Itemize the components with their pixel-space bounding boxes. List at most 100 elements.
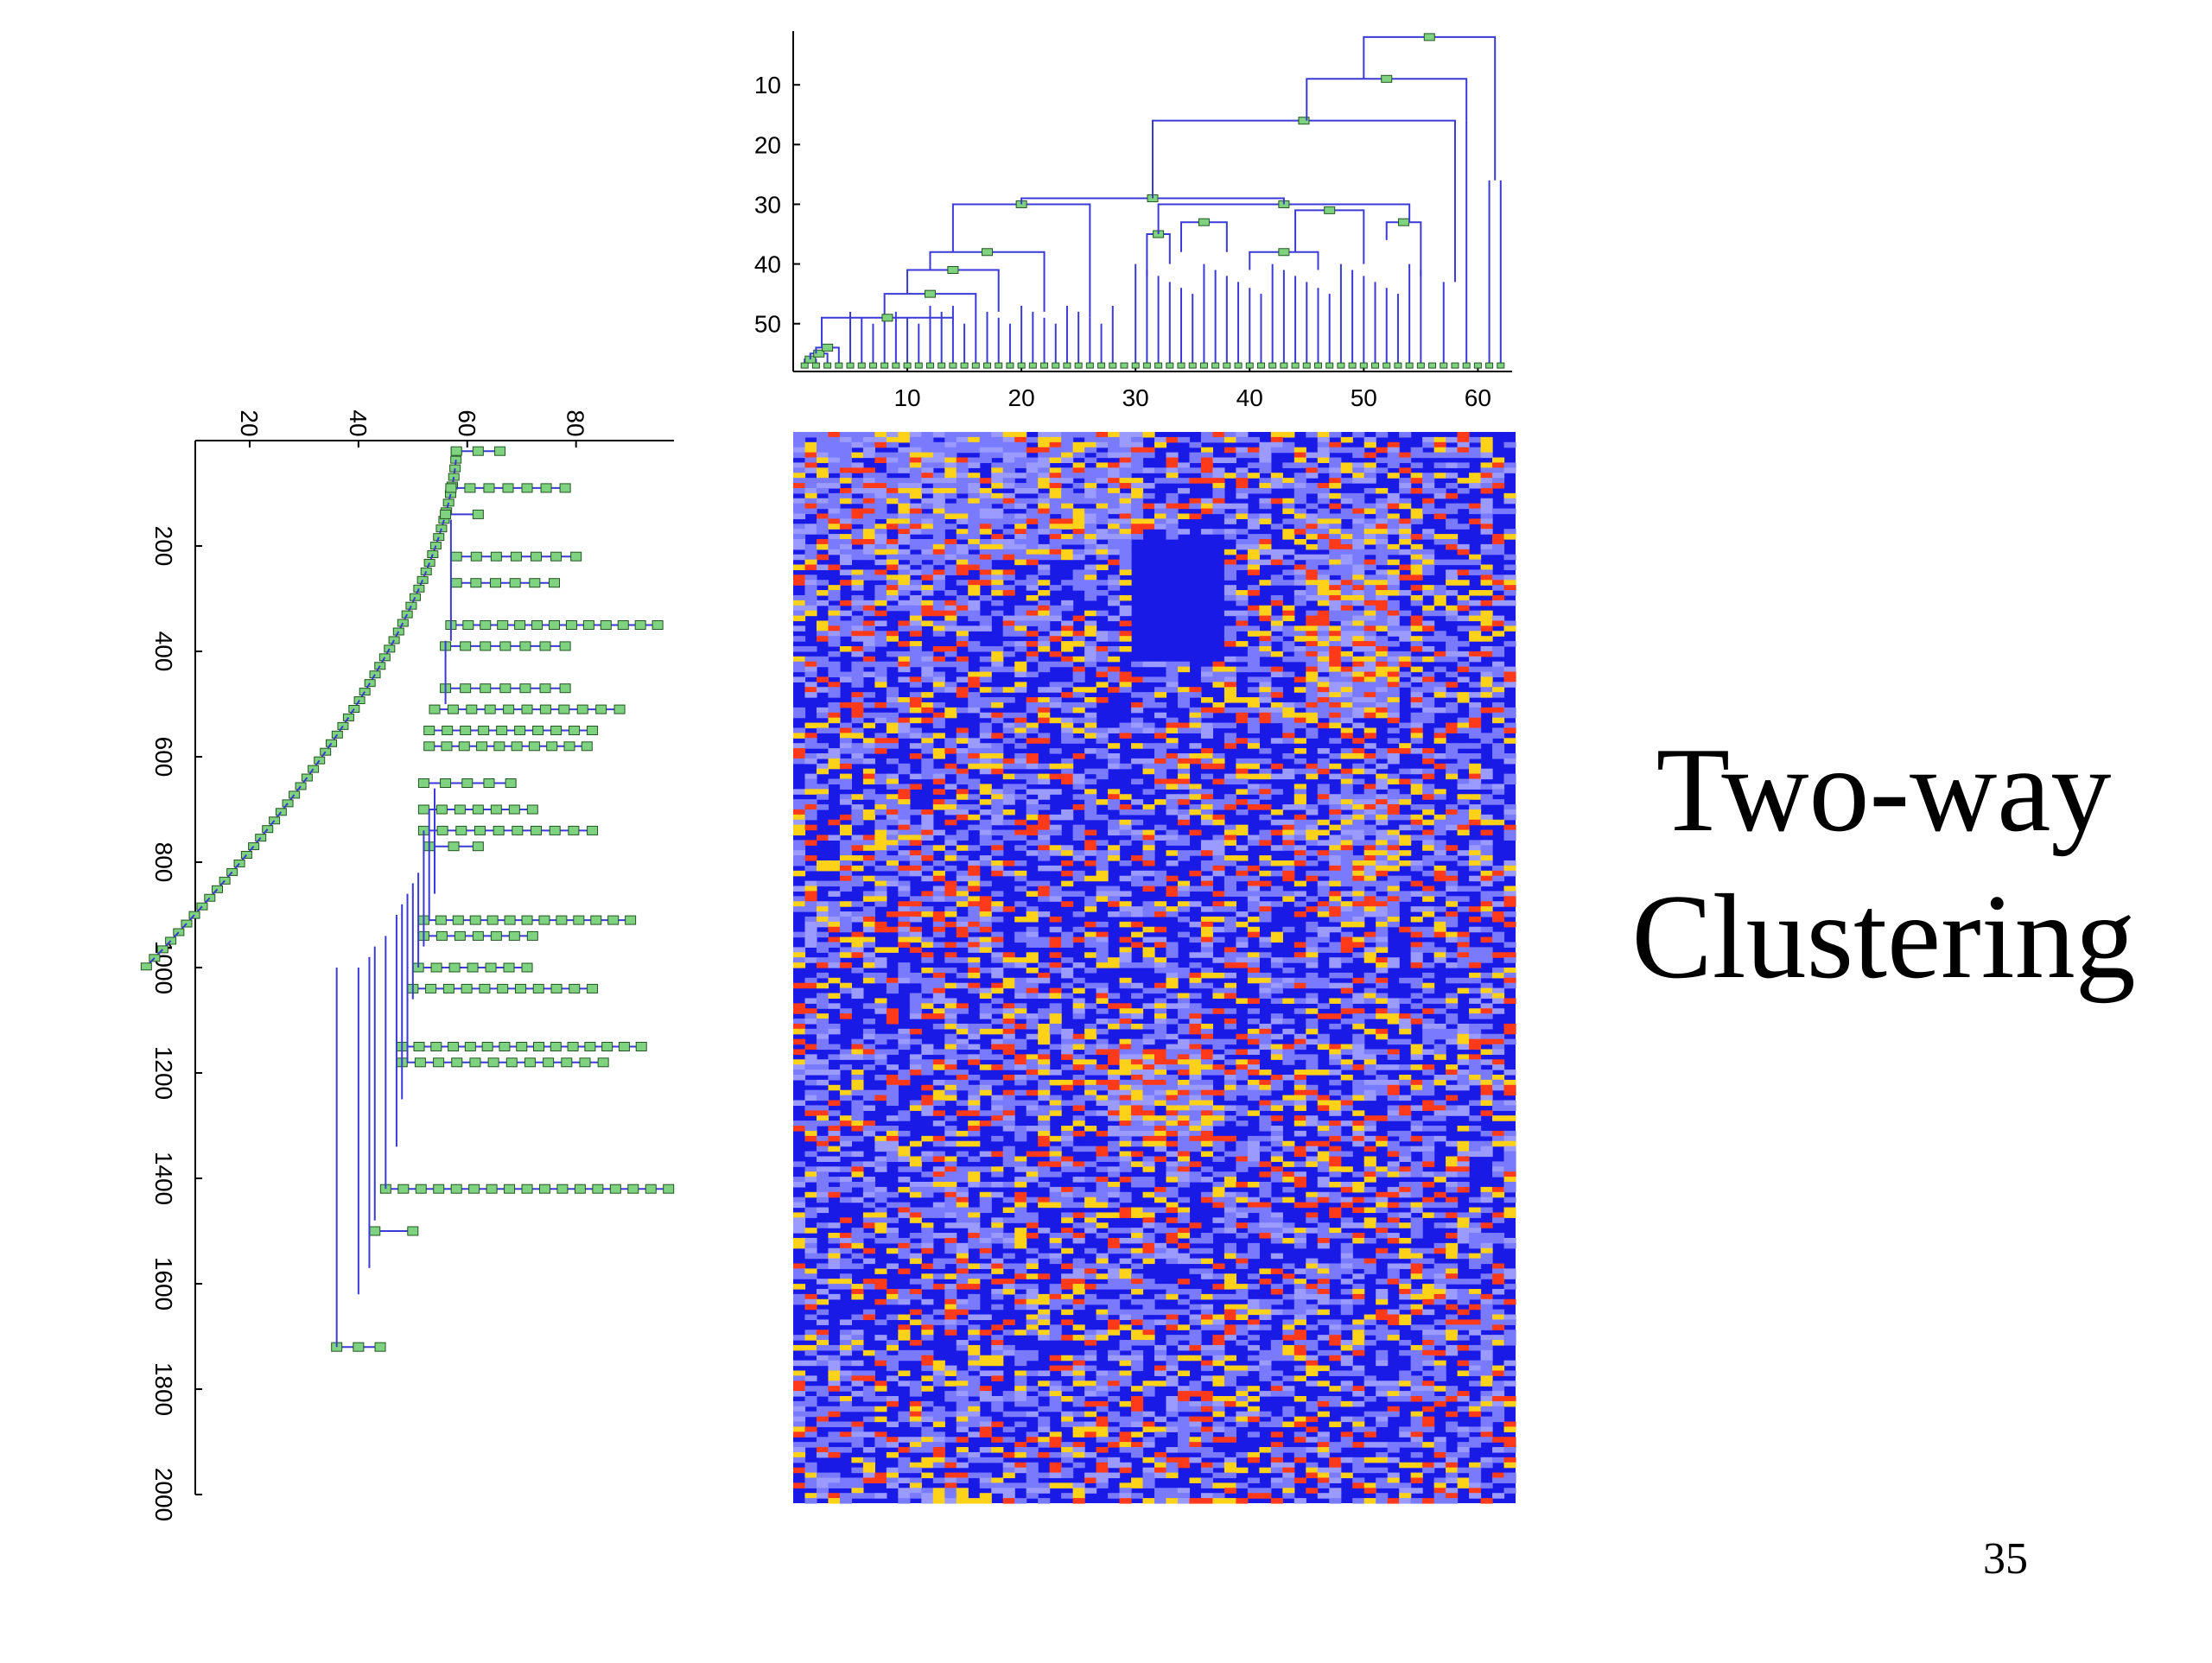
heatmap-cell xyxy=(968,513,980,519)
heatmap-cell xyxy=(1131,437,1143,443)
heatmap-cell xyxy=(991,600,1003,606)
heatmap-cell xyxy=(968,764,980,770)
heatmap-cell xyxy=(840,855,852,861)
heatmap-cell xyxy=(933,646,945,652)
heatmap-cell xyxy=(1259,478,1271,484)
heatmap-cell xyxy=(1143,1059,1155,1065)
heatmap-cell xyxy=(1458,764,1470,770)
heatmap-cell xyxy=(1492,973,1504,979)
heatmap-cell xyxy=(1073,636,1085,642)
heatmap-cell xyxy=(1458,727,1470,733)
heatmap-cell xyxy=(851,759,863,765)
heatmap-cell xyxy=(1364,866,1376,872)
heatmap-cell xyxy=(874,600,887,606)
heatmap-cell xyxy=(1038,641,1050,647)
heatmap-cell xyxy=(1492,937,1504,943)
heatmap-cell xyxy=(944,620,957,626)
heatmap-cell xyxy=(804,560,817,566)
heatmap-cell xyxy=(910,595,922,601)
heatmap-cell xyxy=(1131,676,1143,682)
heatmap-cell xyxy=(874,896,887,902)
heatmap-cell xyxy=(1352,467,1364,473)
heatmap-cell xyxy=(840,774,852,780)
heatmap-cell xyxy=(1143,850,1155,856)
heatmap-cell xyxy=(1341,840,1353,846)
heatmap-cell xyxy=(1388,702,1400,708)
heatmap-cell xyxy=(991,1008,1003,1014)
heatmap-cell xyxy=(898,764,910,770)
heatmap-cell xyxy=(968,555,980,561)
heatmap-cell xyxy=(828,524,840,530)
heatmap-cell xyxy=(1178,779,1190,785)
heatmap-cell xyxy=(968,672,980,678)
heatmap-cell xyxy=(1271,901,1283,907)
heatmap-cell xyxy=(968,646,980,652)
heatmap-cell xyxy=(817,743,829,749)
row-dendrogram-node xyxy=(556,916,567,924)
heatmap-cell xyxy=(828,442,840,448)
heatmap-cell xyxy=(1329,962,1341,968)
heatmap-cell xyxy=(1469,804,1481,810)
heatmap-cell xyxy=(1376,504,1388,510)
heatmap-cell xyxy=(1224,881,1236,887)
heatmap-cell xyxy=(1143,723,1155,729)
heatmap-cell xyxy=(1108,646,1120,652)
heatmap-cell xyxy=(1306,820,1318,826)
heatmap-cell xyxy=(991,901,1003,907)
heatmap-cell xyxy=(1084,569,1096,575)
heatmap-cell xyxy=(1422,820,1434,826)
heatmap-cell xyxy=(1096,509,1109,515)
heatmap-cell xyxy=(874,1059,887,1065)
heatmap-cell xyxy=(1084,809,1096,816)
heatmap-cell xyxy=(991,850,1003,856)
heatmap-cell xyxy=(1318,488,1330,494)
heatmap-cell xyxy=(1073,467,1085,473)
heatmap-cell xyxy=(1376,692,1388,698)
heatmap-cell xyxy=(1388,876,1400,882)
heatmap-cell xyxy=(1084,779,1096,785)
heatmap-cell xyxy=(957,606,969,612)
heatmap-cell xyxy=(991,585,1003,591)
heatmap-cell xyxy=(1050,447,1062,454)
heatmap-cell xyxy=(957,789,969,795)
heatmap-cell xyxy=(898,676,910,682)
heatmap-cell xyxy=(1236,641,1248,647)
heatmap-cell xyxy=(1504,713,1516,719)
heatmap-cell xyxy=(863,662,875,668)
heatmap-cell xyxy=(1341,774,1353,780)
heatmap-cell xyxy=(874,738,887,744)
heatmap-cell xyxy=(1352,697,1364,703)
heatmap-cell xyxy=(921,574,933,581)
heatmap-cell xyxy=(1364,743,1376,749)
column-dendrogram-leaf xyxy=(1292,363,1299,368)
heatmap-cell xyxy=(1073,871,1085,877)
heatmap-cell xyxy=(1434,488,1446,494)
heatmap-cell xyxy=(1236,962,1248,968)
heatmap-cell xyxy=(1212,473,1224,479)
heatmap-cell xyxy=(863,692,875,698)
heatmap-cell xyxy=(1131,1044,1143,1050)
heatmap-cell xyxy=(1154,825,1166,831)
heatmap-cell xyxy=(1061,509,1073,515)
heatmap-cell xyxy=(1003,1013,1015,1019)
heatmap-cell xyxy=(1446,1013,1458,1019)
heatmap-cell xyxy=(1003,458,1015,464)
heatmap-cell xyxy=(1352,616,1364,622)
heatmap-cell xyxy=(1120,565,1132,571)
heatmap-cell xyxy=(1061,518,1073,524)
heatmap-cell xyxy=(1399,483,1411,489)
heatmap-cell xyxy=(851,442,863,448)
heatmap-cell xyxy=(840,983,852,989)
heatmap-cell xyxy=(1108,896,1120,902)
heatmap-cell xyxy=(1201,529,1213,535)
heatmap-cell xyxy=(1458,988,1470,994)
heatmap-cell xyxy=(910,911,922,917)
heatmap-cell xyxy=(898,467,910,473)
heatmap-cell xyxy=(1469,616,1481,622)
heatmap-cell xyxy=(1014,820,1027,826)
heatmap-cell xyxy=(1003,453,1015,459)
heatmap-cell xyxy=(1154,998,1166,1004)
heatmap-cell xyxy=(1364,784,1376,790)
heatmap-cell xyxy=(1050,504,1062,510)
heatmap-cell xyxy=(1329,860,1341,866)
